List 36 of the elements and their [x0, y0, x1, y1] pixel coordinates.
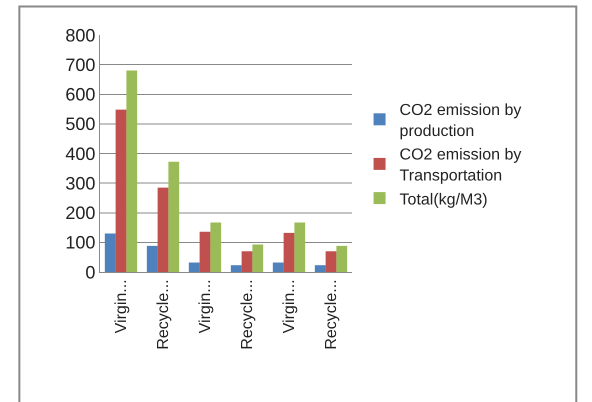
- bar: [314, 265, 326, 272]
- bar: [284, 232, 294, 272]
- bar: [242, 251, 252, 272]
- x-tick-label: Virgin...: [281, 279, 298, 334]
- bar: [126, 70, 138, 272]
- bar: [188, 262, 200, 272]
- legend-label: CO2 emission by production: [400, 102, 522, 140]
- y-tick-label: 200: [65, 203, 96, 224]
- legend-label: Total(kg/M3): [400, 191, 488, 208]
- bar: [272, 262, 284, 272]
- bar: [116, 110, 126, 272]
- x-tick-label: Recycle...: [323, 279, 340, 350]
- bar: [146, 246, 158, 272]
- y-tick-label: 100: [65, 232, 96, 253]
- bar: [168, 162, 180, 272]
- y-tick-label: 300: [65, 173, 96, 194]
- bar: [252, 244, 264, 272]
- bar: [104, 233, 116, 272]
- legend-label: CO2 emission by Transportation: [400, 146, 522, 185]
- x-tick-label: Recycle...: [239, 279, 256, 350]
- y-tick-label: 0: [85, 262, 96, 282]
- y-tick-label: 400: [65, 144, 96, 164]
- y-tick-label: 500: [65, 114, 96, 134]
- x-tick-label: Virgin...: [197, 279, 214, 334]
- bar: [336, 246, 348, 272]
- bar: [230, 265, 242, 272]
- x-tick-label: Recycle...: [155, 279, 172, 350]
- bar: [294, 222, 306, 272]
- bar: [326, 251, 336, 272]
- x-tick-label: Virgin...: [113, 279, 130, 334]
- y-tick-label: 700: [65, 54, 96, 75]
- bar: [158, 188, 168, 272]
- y-tick-label: 600: [65, 84, 96, 105]
- bar: [200, 232, 210, 272]
- y-tick-label: 800: [65, 25, 96, 46]
- bar: [210, 222, 222, 272]
